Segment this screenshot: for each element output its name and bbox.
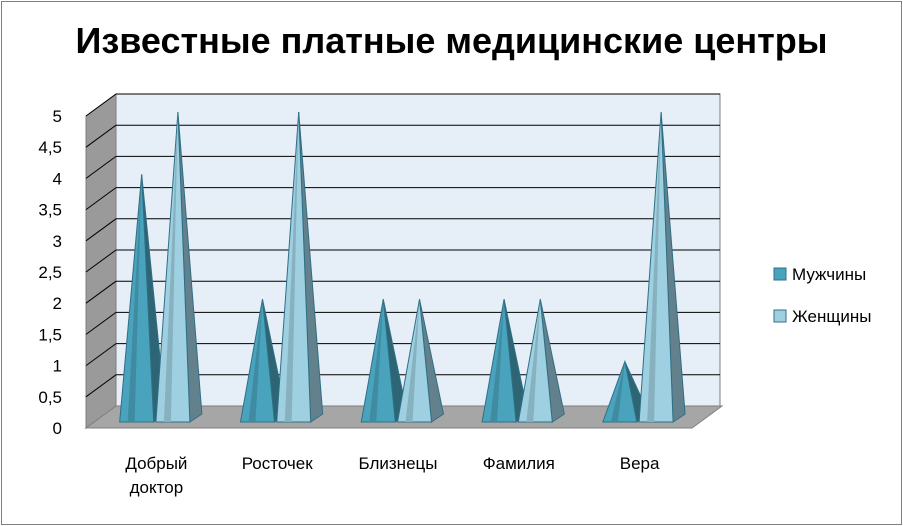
pyramid-Мужчины-2 [360,299,408,423]
pyramid-Мужчины-3 [481,299,529,423]
x-tick-label: Близнецы [359,454,438,473]
pyramid-highlight [163,112,178,422]
y-tick-label: 1 [53,357,62,376]
pyramid-Женщины-4 [638,111,686,423]
gridline-side [85,155,117,179]
legend-label: Женщины [792,307,871,326]
x-tick-label-line: Фамилия [483,454,555,473]
x-tick-label: Росточек [242,454,314,473]
x-tick-label-line: Росточек [242,454,314,473]
x-tick-label-line: Вера [620,454,660,473]
y-tick-label: 3,5 [38,201,62,220]
x-axis: Добрый доктор Росточек Близнецы Фамилия Вера [125,454,660,497]
pyramid-highlight [526,299,541,422]
gridline-side [85,124,117,148]
legend: Мужчины Женщины [773,265,871,326]
y-tick-label: 0 [53,419,62,438]
legend-swatch [773,267,787,281]
y-tick-label: 2,5 [38,263,62,282]
pyramid-Женщины-1 [276,111,324,423]
pyramid-Мужчины-0 [119,174,167,423]
chart-title: Известные платные медицинские центры [75,20,828,61]
y-tick-label: 5 [53,107,62,126]
gridline-side [85,218,117,242]
pyramid-highlight [248,299,263,422]
y-tick-label: 1,5 [38,325,62,344]
gridline-side [85,343,117,367]
pyramid-highlight [127,174,142,422]
legend-label: Мужчины [792,265,866,284]
pyramid-highlight [647,112,662,422]
pyramid-Женщины-2 [396,299,445,423]
x-tick-label-line: Добрый [125,454,187,473]
y-tick-label: 2 [53,294,62,313]
pyramid-highlight [369,299,384,422]
gridline-side [85,249,117,273]
y-tick-label: 4,5 [38,138,62,157]
gridline-side [85,93,117,117]
pyramid-highlight [490,299,505,422]
gridline-side [85,374,117,398]
pyramids [119,111,686,423]
pyramid-highlight [405,299,420,422]
x-tick-label: Добрый доктор [125,454,187,497]
x-tick-label-line: Близнецы [359,454,438,473]
pyramid-highlight [610,361,625,422]
x-tick-label: Фамилия [483,454,555,473]
y-tick-label: 0,5 [38,388,62,407]
y-axis: 0 0,5 1 1,5 2 2,5 3 3,5 4 4,5 5 [38,107,62,438]
gridline-side [85,280,117,304]
gridline-side [85,187,117,211]
y-tick-label: 4 [53,169,62,188]
gridline-side [85,311,117,335]
y-tick-label: 3 [53,232,62,251]
x-tick-label-line: доктор [130,478,184,497]
legend-swatch [773,309,787,323]
x-tick-label: Вера [620,454,660,473]
pyramid-Женщины-0 [155,111,203,423]
pyramid-Женщины-3 [517,299,565,423]
pyramid-highlight [284,112,299,422]
